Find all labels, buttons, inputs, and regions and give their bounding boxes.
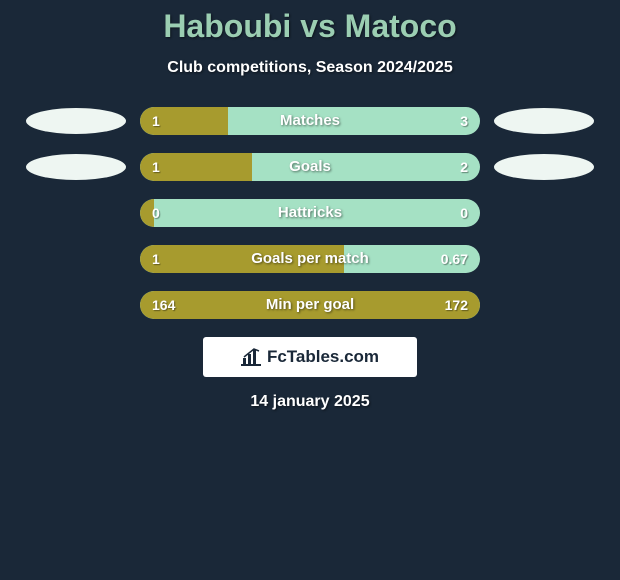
stat-label: Goals: [140, 153, 480, 181]
stat-bar: 13Matches: [140, 107, 480, 135]
brand-box[interactable]: FcTables.com: [203, 337, 417, 377]
stat-bar: 12Goals: [140, 153, 480, 181]
stat-row: 10.67Goals per match: [0, 245, 620, 273]
stat-label: Hattricks: [140, 199, 480, 227]
stat-bar: 164172Min per goal: [140, 291, 480, 319]
chart-icon: [241, 348, 261, 366]
player-right-badge: [494, 154, 594, 180]
stat-row: 13Matches: [0, 107, 620, 135]
player-left-badge: [26, 108, 126, 134]
stat-label: Goals per match: [140, 245, 480, 273]
player-right-badge: [494, 108, 594, 134]
stat-label: Matches: [140, 107, 480, 135]
stat-bar: 10.67Goals per match: [140, 245, 480, 273]
brand-label: FcTables.com: [267, 347, 379, 367]
stat-row: 00Hattricks: [0, 199, 620, 227]
stat-bar: 00Hattricks: [140, 199, 480, 227]
stat-row: 164172Min per goal: [0, 291, 620, 319]
stat-row: 12Goals: [0, 153, 620, 181]
player-left-badge: [26, 154, 126, 180]
stat-label: Min per goal: [140, 291, 480, 319]
stats-rows: 13Matches 12Goals 00Hattricks 10.67Goals pe…: [0, 107, 620, 319]
page-title: Haboubi vs Matoco: [0, 8, 620, 45]
subtitle: Club competitions, Season 2024/2025: [0, 59, 620, 77]
date-label: 14 january 2025: [0, 393, 620, 411]
